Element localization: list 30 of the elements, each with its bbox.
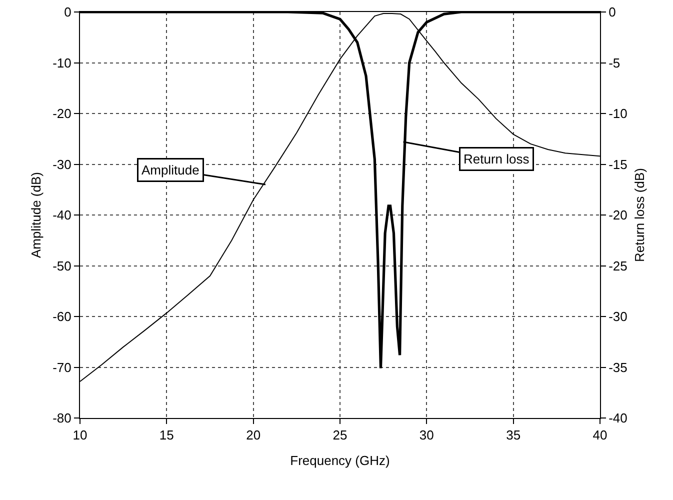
y-tick-label: -60 <box>52 309 72 324</box>
y2-tick-label: -40 <box>608 410 628 426</box>
x-tick-label: 10 <box>72 428 88 443</box>
y-tick-label: -40 <box>52 208 72 223</box>
y-tick-label: -30 <box>52 156 72 172</box>
y-tick-label: -20 <box>52 106 72 122</box>
y2-tick-label: -5 <box>608 55 620 70</box>
y-axis-title: Amplitude (dB) <box>28 172 44 258</box>
y2-tick-label: -25 <box>608 258 628 274</box>
y2-axis-title: Return loss (dB) <box>632 168 647 262</box>
x-tick-label: 25 <box>332 428 348 443</box>
y-tick-label: -80 <box>52 410 72 426</box>
x-tick-label: 15 <box>159 428 174 443</box>
y2-tick-label: -35 <box>608 360 628 375</box>
annotation: Return loss <box>464 152 530 166</box>
y-tick-label: -50 <box>52 258 72 274</box>
y-tick-label: 0 <box>64 4 72 20</box>
x-tick-label: 30 <box>419 428 434 443</box>
x-axis-title: Frequency (GHz) <box>290 453 390 468</box>
annotation: Amplitude <box>142 162 200 178</box>
y2-tick-label: -10 <box>608 106 628 122</box>
x-tick-label: 20 <box>246 428 261 443</box>
x-tick-label: 40 <box>592 428 608 443</box>
x-tick-label: 35 <box>506 428 521 443</box>
y2-tick-label: 0 <box>608 4 616 20</box>
y-tick-label: -70 <box>52 360 72 375</box>
y2-tick-label: -20 <box>608 208 628 223</box>
y-tick-label: -10 <box>52 55 72 70</box>
y2-tick-label: -15 <box>608 156 628 172</box>
y2-tick-label: -30 <box>608 309 628 324</box>
